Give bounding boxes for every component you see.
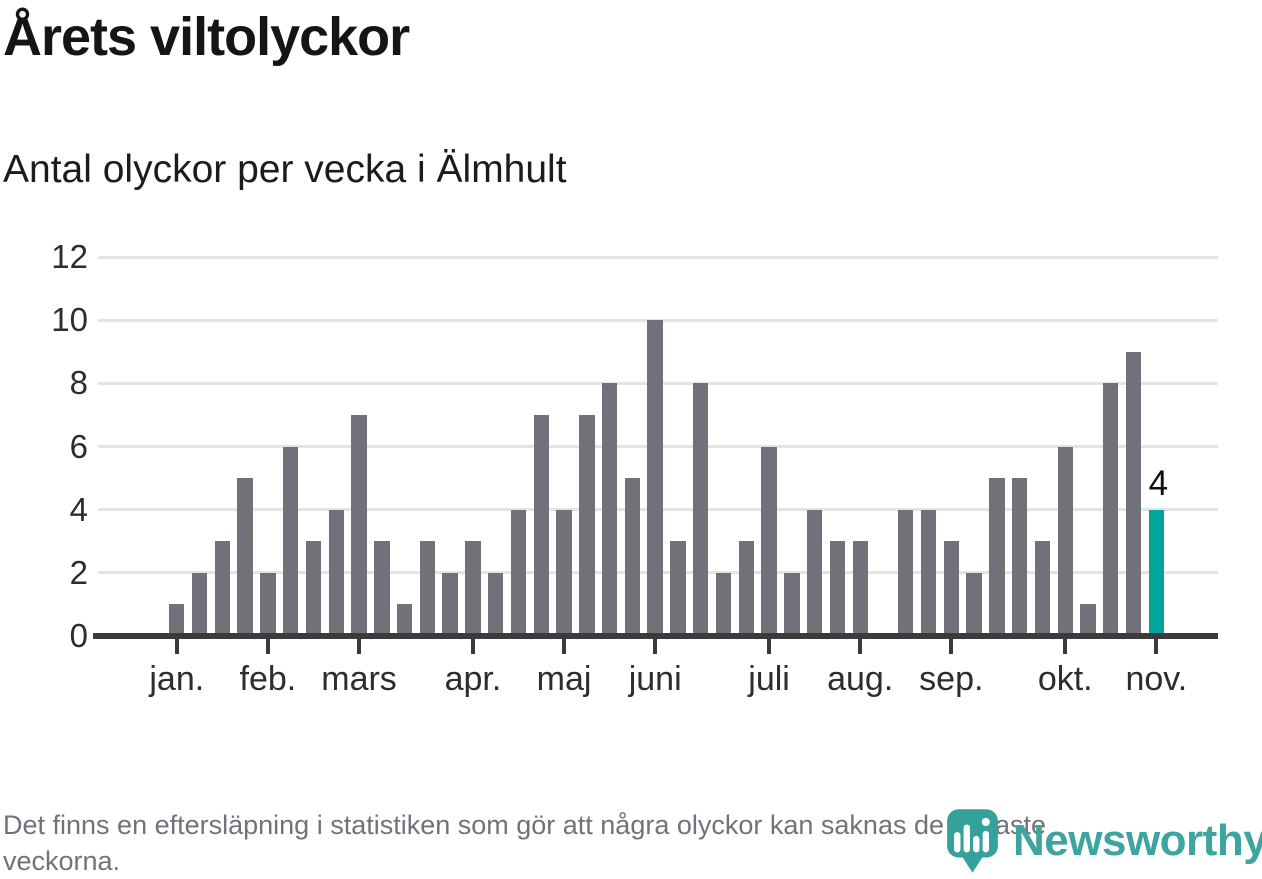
x-axis-label-feb: feb. [239,660,297,698]
x-axis-label-okt: okt. [1037,660,1093,698]
x-axis-label-juli: juli [748,660,790,698]
chart-title: Årets viltolyckor [3,7,410,67]
x-axis-tick-sep [949,639,954,654]
x-axis-tick-okt [1063,639,1068,654]
x-axis-label-jan: jan. [149,660,205,698]
bar-week-27 [761,446,777,636]
bar-week-44 [1148,509,1165,636]
bar-week-40 [1057,446,1073,636]
newsworthy-logo: Newsworthy [944,808,1262,874]
x-axis-label-aug: aug. [827,660,894,698]
bar-week-4 [237,478,253,636]
bar-week-14 [465,541,481,636]
bar-week-31 [852,541,868,636]
bar-week-17 [533,414,549,636]
bar-week-11 [396,604,413,636]
x-axis-tick-apr [470,639,475,654]
bar-week-6 [283,446,299,636]
bar-week-19 [579,414,595,636]
bar-week-25 [715,572,732,636]
bar-week-43 [1125,351,1142,636]
gridline-12 [98,255,1218,259]
x-axis-label-apr: apr. [444,660,502,698]
y-axis-label-8: 8 [69,364,88,402]
bar-week-7 [305,541,322,636]
bar-week-26 [738,541,754,636]
bar-week-8 [328,509,344,636]
bar-week-21 [624,478,641,636]
bar-week-35 [943,541,959,636]
footer-note: Det finns en eftersläpning i statistiken… [3,810,1047,876]
bar-week-18 [556,509,572,636]
newsworthy-pin-bar-chart-icon [947,809,998,873]
bar-week-10 [374,541,390,636]
bar-week-39 [1034,541,1051,636]
bar-week-24 [693,383,709,636]
bar-week-16 [510,509,527,636]
x-axis-label-maj: maj [536,660,592,698]
bar-week-29 [806,509,823,636]
bar-week-9 [351,414,367,636]
y-axis-label-12: 12 [51,238,88,276]
y-axis-label-10: 10 [51,301,88,339]
bar-week-20 [601,383,618,636]
bar-week-5 [260,572,276,636]
bar-week-33 [898,509,914,636]
bar-week-12 [419,541,436,636]
bar-week-3 [214,541,231,636]
y-axis-label-2: 2 [69,553,88,591]
x-axis-tick-maj [562,639,567,654]
x-axis-label-nov: nov. [1125,660,1188,698]
x-axis-tick-feb [265,639,270,654]
x-axis-line [93,633,1218,639]
bar-week-41 [1080,604,1096,636]
bar-week-34 [920,509,937,636]
x-axis-tick-nov [1154,639,1159,654]
bar-week-1 [169,604,185,636]
bar-week-23 [670,541,686,636]
bar-week-38 [1011,478,1028,636]
bar-week-13 [442,572,458,636]
bar-week-22 [647,320,663,636]
bar-week-15 [488,572,504,636]
x-axis-tick-juli [767,639,772,654]
x-axis-tick-mars [357,639,362,654]
x-axis-tick-jan [174,639,179,654]
y-axis-label-6: 6 [69,427,88,465]
x-axis-label-juni: juni [628,660,682,698]
x-axis-tick-aug [858,639,863,654]
bar-week-2 [191,572,208,636]
bar-week-28 [784,572,800,636]
highlight-value-label: 4 [1148,463,1169,503]
bar-week-30 [829,541,846,636]
y-axis-label-4: 4 [69,490,88,528]
bar-week-37 [989,478,1005,636]
bar-week-42 [1103,383,1119,636]
x-axis-tick-juni [653,639,658,654]
chart-subtitle: Antal olyckor per vecka i Älmhult [3,148,567,191]
newsworthy-wordmark: Newsworthy [1013,816,1262,865]
x-axis-label-mars: mars [321,660,397,698]
bar-week-36 [966,572,982,636]
x-axis-label-sep: sep. [919,660,984,698]
y-axis-label-0: 0 [69,617,88,654]
